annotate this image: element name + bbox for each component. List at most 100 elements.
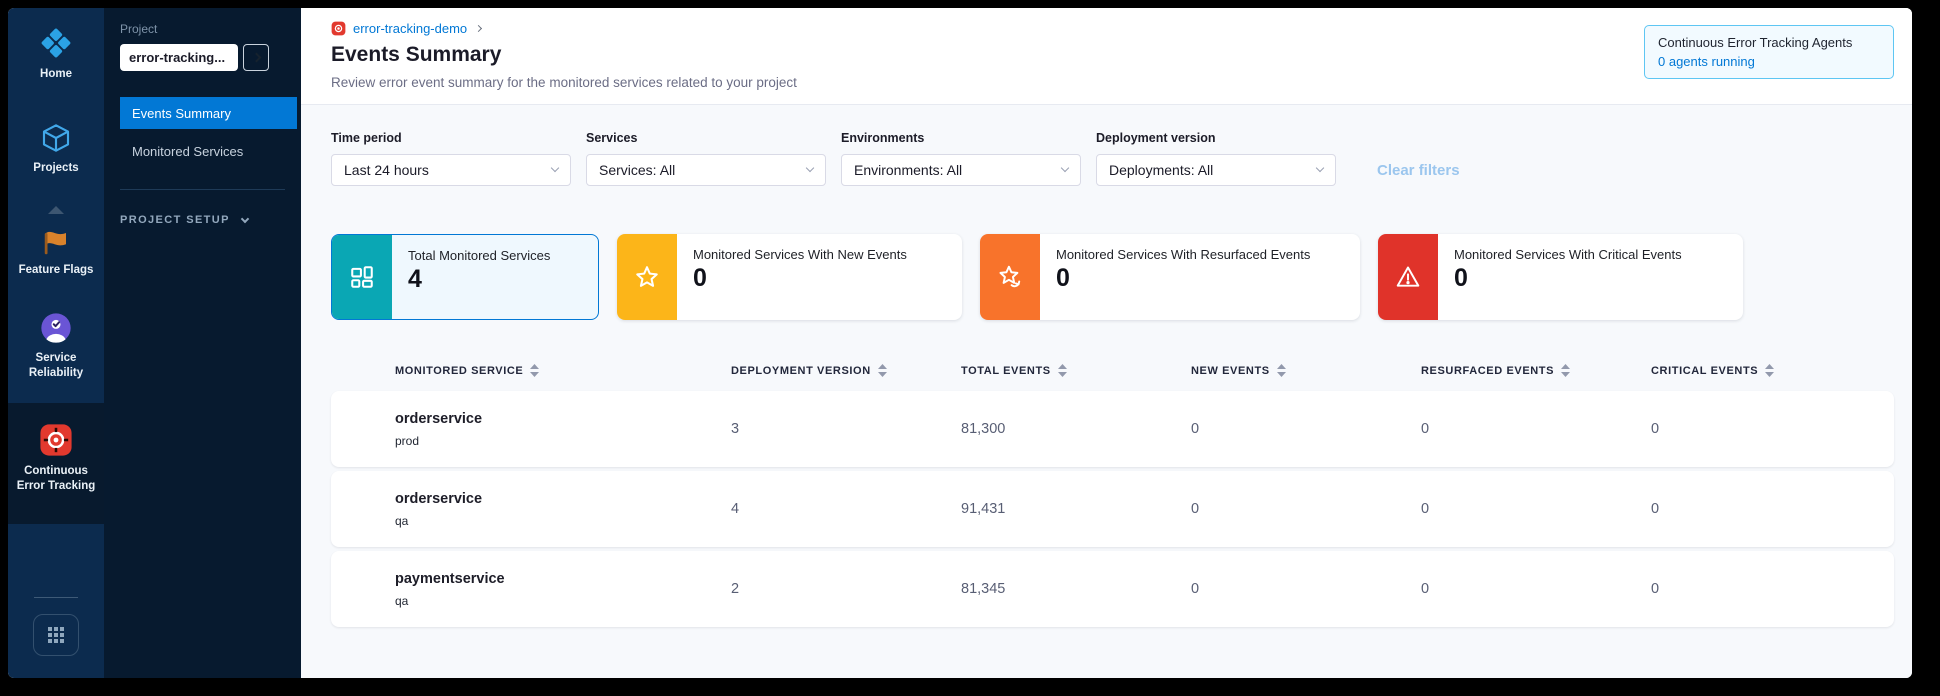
project-setup-toggle[interactable]: PROJECT SETUP <box>120 214 295 226</box>
sort-icon <box>1561 364 1571 377</box>
project-menu: Events Summary Monitored Services <box>120 97 297 167</box>
card-resurfaced-events[interactable]: Monitored Services With Resurfaced Event… <box>980 234 1360 320</box>
sidebar-spacer <box>8 524 104 597</box>
deployment-version-value: 3 <box>731 421 740 437</box>
chevron-right-icon <box>251 52 261 63</box>
column-header-label: DEPLOYMENT VERSION <box>731 364 871 377</box>
card-total-monitored-services[interactable]: Total Monitored Services 4 <box>331 234 599 320</box>
breadcrumb: error-tracking-demo <box>331 21 797 36</box>
sidebar-item-label: Home <box>40 68 72 80</box>
time-period-select[interactable]: Last 24 hours <box>331 154 571 186</box>
card-value: 4 <box>408 265 422 293</box>
project-selector-value: error-tracking... <box>129 50 226 65</box>
column-header-monitored-service[interactable]: MONITORED SERVICE <box>331 364 731 377</box>
filter-deployment-version: Deployment version Deployments: All <box>1096 131 1336 186</box>
new-events-value: 0 <box>1191 581 1200 597</box>
project-sidebar: Project error-tracking... Events Summary… <box>104 8 301 678</box>
table-row[interactable]: paymentservice qa 2 81,345 0 0 0 <box>331 551 1894 627</box>
sort-icon <box>1765 364 1775 377</box>
table-row[interactable]: orderservice prod 3 81,300 0 0 0 <box>331 391 1894 467</box>
services-select[interactable]: Services: All <box>586 154 826 186</box>
card-label: Monitored Services With Critical Events <box>1454 247 1682 262</box>
grid-apps-icon <box>47 626 65 644</box>
harness-home-icon <box>39 26 73 60</box>
total-events-value: 81,345 <box>961 581 1006 597</box>
sidebar-item-label: Projects <box>33 161 79 174</box>
sidebar-item-service-reliability[interactable]: Service Reliability <box>8 304 104 389</box>
sidebar-item-projects[interactable]: Projects <box>8 114 104 184</box>
environments-select[interactable]: Environments: All <box>841 154 1081 186</box>
total-events-value: 81,300 <box>961 421 1006 437</box>
project-selector[interactable]: error-tracking... <box>120 44 238 71</box>
error-tracking-target-icon <box>331 21 346 36</box>
service-cell: orderservice qa <box>331 491 731 528</box>
card-value: 0 <box>693 264 707 292</box>
chevron-down-icon <box>240 214 250 223</box>
cube-icon <box>40 122 72 154</box>
star-resurfaced-icon <box>980 234 1040 320</box>
column-header-deployment-version[interactable]: DEPLOYMENT VERSION <box>731 364 961 377</box>
breadcrumb-project-link[interactable]: error-tracking-demo <box>353 21 468 36</box>
page-header: error-tracking-demo Events Summary Revie… <box>301 8 1912 105</box>
card-critical-events[interactable]: Monitored Services With Critical Events … <box>1378 234 1743 320</box>
filter-label: Time period <box>331 131 402 145</box>
project-setup-label: PROJECT SETUP <box>120 214 230 226</box>
sidebar-item-label: Service Reliability <box>28 351 84 379</box>
table-header-row: MONITORED SERVICE DEPLOYMENT VERSION TOT… <box>331 364 1894 377</box>
column-header-resurfaced-events[interactable]: RESURFACED EVENTS <box>1421 364 1651 377</box>
flag-icon <box>41 230 71 256</box>
new-events-value: 0 <box>1191 501 1200 517</box>
column-header-new-events[interactable]: NEW EVENTS <box>1191 364 1421 377</box>
app-window: Home Projects Feature Flags Service Reli… <box>8 8 1912 678</box>
agents-running-link[interactable]: 0 agents running <box>1658 54 1755 69</box>
chevron-down-icon <box>805 163 815 173</box>
sidebar-item-monitored-services[interactable]: Monitored Services <box>132 143 244 159</box>
card-new-events[interactable]: Monitored Services With New Events 0 <box>617 234 962 320</box>
filter-services: Services Services: All <box>586 131 826 186</box>
filter-environments: Environments Environments: All <box>841 131 1081 186</box>
column-header-label: CRITICAL EVENTS <box>1651 364 1759 377</box>
service-cell: orderservice prod <box>331 411 731 448</box>
column-header-critical-events[interactable]: CRITICAL EVENTS <box>1651 364 1894 377</box>
sidebar-item-feature-flags[interactable]: Feature Flags <box>8 222 104 286</box>
resurfaced-events-value: 0 <box>1421 581 1430 597</box>
sidebar-item-continuous-error-tracking[interactable]: Continuous Error Tracking <box>8 402 104 524</box>
chevron-down-icon <box>1315 163 1325 173</box>
chevron-down-icon <box>1060 163 1070 173</box>
table-row[interactable]: orderservice qa 4 91,431 0 0 0 <box>331 471 1894 547</box>
filter-label: Services <box>586 131 638 145</box>
sidebar-item-home[interactable]: Home <box>8 18 104 90</box>
service-environment: qa <box>395 513 409 528</box>
error-tracking-target-icon <box>39 423 73 457</box>
sidebar-item-label: Continuous Error Tracking <box>16 464 96 492</box>
critical-events-value: 0 <box>1651 581 1660 597</box>
agents-box-title: Continuous Error Tracking Agents <box>1658 35 1853 50</box>
filter-value: Deployments: All <box>1109 162 1214 178</box>
column-header-label: RESURFACED EVENTS <box>1421 364 1555 377</box>
sidebar-item-events-summary[interactable]: Events Summary <box>120 97 297 129</box>
scroll-up-caret-icon[interactable] <box>48 205 64 214</box>
critical-events-value: 0 <box>1651 501 1660 517</box>
sort-icon <box>1057 364 1067 377</box>
sidebar-divider <box>34 597 78 598</box>
panel-divider <box>120 189 285 190</box>
deployments-select[interactable]: Deployments: All <box>1096 154 1336 186</box>
service-cell: paymentservice qa <box>331 571 731 608</box>
column-header-label: MONITORED SERVICE <box>395 364 524 377</box>
apps-grid-button[interactable] <box>33 614 79 656</box>
deployment-version-value: 2 <box>731 581 740 597</box>
page-title: Events Summary <box>331 43 502 66</box>
filter-time-period: Time period Last 24 hours <box>331 131 571 186</box>
clear-filters-button[interactable]: Clear filters <box>1377 162 1460 179</box>
project-selector-expand-button[interactable] <box>243 44 269 71</box>
sort-icon <box>1276 364 1286 377</box>
service-environment: prod <box>395 433 420 448</box>
deployment-version-value: 4 <box>731 501 740 517</box>
service-name: orderservice <box>395 490 483 507</box>
agents-status-box: Continuous Error Tracking Agents 0 agent… <box>1644 25 1894 79</box>
column-header-total-events[interactable]: TOTAL EVENTS <box>961 364 1191 377</box>
star-icon <box>617 234 677 320</box>
service-environment: qa <box>395 593 409 608</box>
page-header-left: error-tracking-demo Events Summary Revie… <box>331 21 797 90</box>
total-events-value: 91,431 <box>961 501 1006 517</box>
